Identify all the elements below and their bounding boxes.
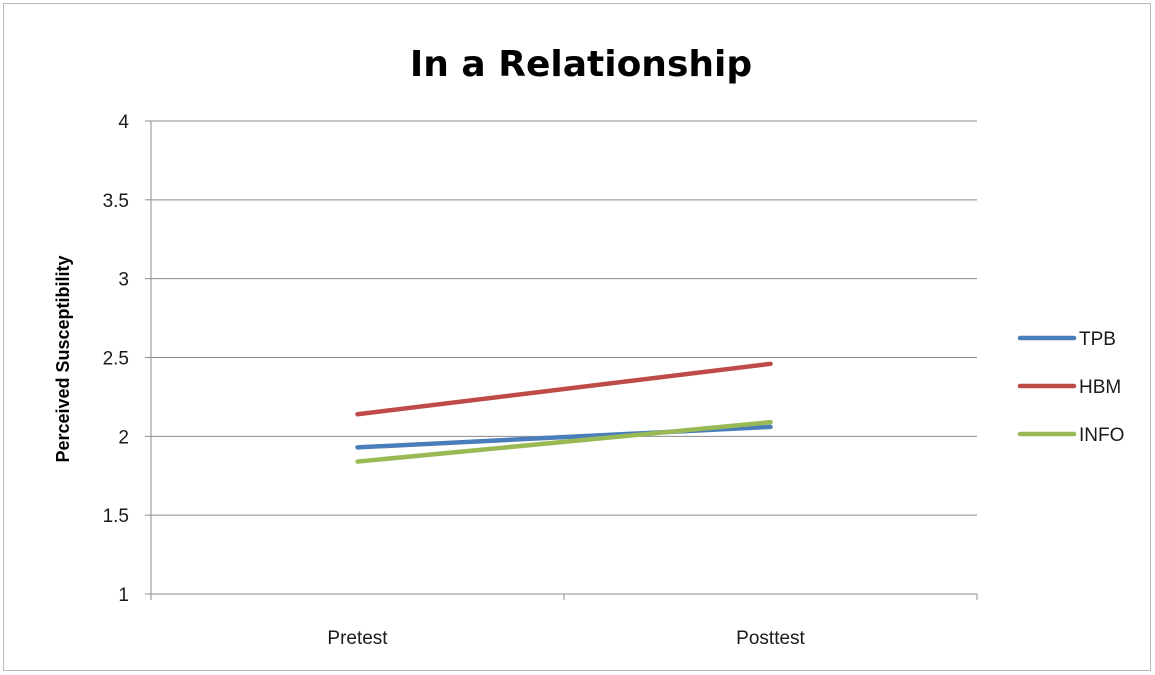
series-line-hbm — [355, 361, 773, 417]
y-tick-label: 3 — [118, 270, 129, 291]
legend-label-hbm: HBM — [1079, 377, 1121, 398]
legend-label-info: INFO — [1079, 425, 1124, 446]
chart-frame: In a Relationship 1 1.5 2 2.5 3 3.5 4 Pretest P… — [3, 3, 1151, 671]
chart-title: In a Relationship — [410, 44, 752, 85]
legend: TPB HBM INFO — [1017, 329, 1124, 446]
series-line-info — [355, 419, 773, 464]
y-tick-label: 3.5 — [103, 191, 129, 212]
gridlines — [151, 120, 977, 516]
series-lines — [355, 361, 773, 464]
legend-label-tpb: TPB — [1079, 329, 1116, 350]
y-tick-labels: 1 1.5 2 2.5 3 3.5 4 — [103, 112, 130, 606]
x-tick-label: Posttest — [736, 628, 805, 649]
line-chart: In a Relationship 11.522.533.54 Pretest P… — [53, 44, 1124, 649]
y-tick-label: 4 — [118, 112, 129, 133]
x-tick-label: Pretest — [327, 628, 388, 649]
y-axis-title: Perceived Susceptibility — [53, 255, 73, 462]
axes — [145, 120, 978, 600]
x-tick-labels: Pretest Posttest — [327, 628, 805, 649]
y-tick-label: 2.5 — [103, 349, 129, 370]
y-tick-label: 1 — [118, 585, 129, 606]
y-tick-label: 2 — [118, 427, 129, 448]
y-tick-label: 1.5 — [103, 506, 129, 527]
